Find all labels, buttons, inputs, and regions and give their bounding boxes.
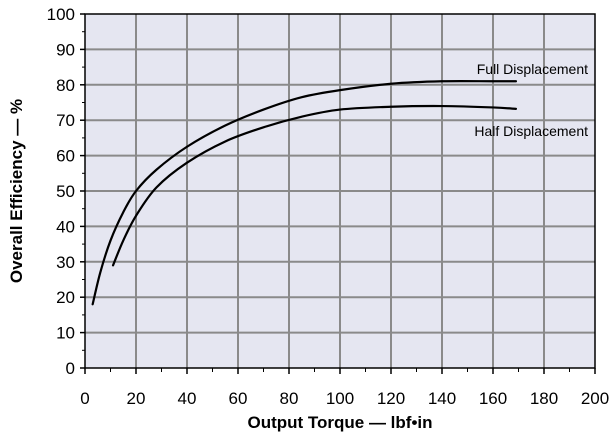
x-tick-label: 180 [530,389,558,408]
x-tick-label: 60 [229,389,248,408]
y-tick-label: 70 [56,111,75,130]
y-axis-tick-labels: 0 10 20 30 40 50 60 70 80 90 100 [47,5,85,378]
y-tick-label: 30 [56,253,75,272]
series-label-half-displacement: Half Displacement [474,123,588,139]
x-tick-label: 20 [127,389,146,408]
series-lines [91,79,518,306]
y-tick-label: 20 [56,288,75,307]
x-tick-label: 100 [326,389,354,408]
x-tick-label: 160 [479,389,507,408]
y-axis-title: Overall Efficiency — % [7,99,26,283]
y-tick-label: 100 [47,5,75,24]
y-tick-label: 90 [56,40,75,59]
x-tick-label: 80 [280,389,299,408]
series-line-full-displacement [91,79,518,306]
y-tick-label: 80 [56,76,75,95]
plot-border [84,13,596,369]
x-tick-label: 200 [581,389,609,408]
series-line-half-displacement [111,104,518,267]
x-axis-title: Output Torque — lbf•in [247,413,432,432]
x-tick-label: 0 [80,389,89,408]
x-axis-tick-labels: 0 20 40 60 80 100 120 140 160 180 200 [80,368,609,408]
y-tick-label: 50 [56,182,75,201]
series-labels: Full Displacement Half Displacement [474,61,588,139]
grid-lines [85,14,595,368]
y-tick-label: 40 [56,217,75,236]
y-tick-label: 60 [56,147,75,166]
y-tick-label: 10 [56,324,75,343]
x-tick-label: 120 [377,389,405,408]
series-label-full-displacement: Full Displacement [477,61,588,77]
y-tick-label: 0 [66,359,75,378]
x-tick-label: 140 [428,389,456,408]
x-tick-label: 40 [178,389,197,408]
